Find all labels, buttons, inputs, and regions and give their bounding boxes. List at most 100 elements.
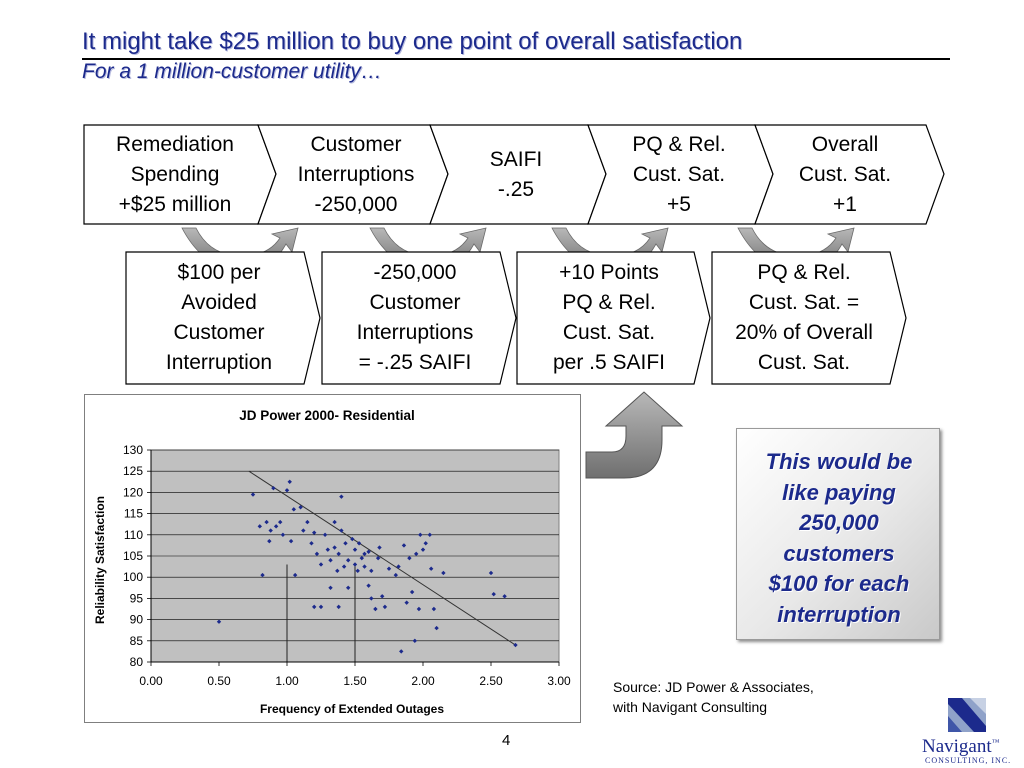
chain-step-pq-satisfaction: PQ & Rel. Cust. Sat. +5	[604, 130, 754, 220]
assumption-line: PQ & Rel.	[757, 261, 851, 284]
chain-step-line: Remediation	[116, 133, 234, 156]
data-point	[332, 545, 337, 550]
chain-step-line: -250,000	[314, 193, 398, 216]
chevron-shape-5	[754, 124, 945, 225]
data-point	[288, 538, 294, 544]
x-tick-label: 0.00	[139, 674, 163, 688]
assumption-line: per .5 SAIFI	[552, 351, 666, 374]
y-tick-label: 90	[130, 613, 144, 627]
logo-tagline: CONSULTING, INC.	[925, 756, 1012, 765]
title-underline	[82, 58, 950, 60]
data-point	[352, 547, 358, 552]
data-point	[375, 555, 381, 561]
x-axis-label: Frequency of Extended Outages	[260, 702, 444, 716]
data-point	[362, 551, 367, 557]
assumption-line: -250,000	[373, 261, 457, 284]
data-point	[416, 606, 422, 612]
assumption-line: Customer	[369, 291, 461, 314]
chain-step-line: Overall	[811, 133, 879, 156]
assumption-interruptions-saifi: -250,000 Customer Interruptions = -.25 S…	[324, 258, 506, 378]
chain-step-line: -.25	[497, 178, 535, 201]
x-tick-label: 3.00	[547, 674, 571, 688]
data-point	[352, 562, 358, 567]
chain-step-line: +5	[667, 193, 691, 216]
chart-title: JD Power 2000- Residential	[239, 408, 415, 423]
data-point	[414, 551, 419, 557]
gridlines	[151, 449, 559, 642]
data-point	[318, 562, 324, 567]
scatter-chart: JD Power 2000- Residential 80 85 90 95 100 10…	[84, 394, 581, 723]
source-line: with Navigant Consulting	[613, 699, 768, 715]
assumption-shape-4	[711, 251, 907, 385]
assumption-saifi-satisfaction: +10 Points PQ & Rel. Cust. Sat. per .5 S…	[518, 258, 700, 378]
data-point	[250, 492, 256, 497]
data-point	[420, 547, 426, 552]
callout-line: interruption	[777, 601, 901, 627]
assumption-line: Interruption	[165, 351, 273, 374]
assumption-line: 20% of Overall	[735, 321, 873, 344]
assumption-cost-per-interruption: $100 per Avoided Customer Interruption	[128, 258, 310, 378]
x-tick-label: 1.00	[275, 674, 299, 688]
callout-line: This would be	[765, 449, 913, 474]
source-note: Source: JD Power & Associates, with Navi…	[613, 677, 814, 717]
data-point	[298, 505, 303, 510]
navigant-logo-icon	[948, 698, 986, 732]
y-tick-label: 130	[123, 443, 143, 457]
callout-line: 250,000	[799, 510, 879, 535]
data-point	[268, 528, 273, 533]
y-tick-label: 115	[124, 507, 143, 521]
data-point	[284, 488, 290, 493]
bent-up-arrow	[585, 391, 684, 479]
data-point	[287, 479, 292, 484]
chain-step-saifi: SAIFI -.25	[446, 145, 586, 205]
data-point	[382, 604, 388, 610]
data-point	[399, 649, 404, 654]
y-tick-label: 80	[130, 655, 144, 669]
chain-step-line: +$25 million	[118, 193, 232, 216]
assumption-line: Cust. Sat. =	[748, 291, 860, 314]
assumption-shape-2	[321, 251, 517, 385]
y-tick-label: 95	[130, 591, 144, 605]
chain-step-line: PQ & Rel.	[632, 133, 726, 156]
assumption-line: +10 Points	[559, 261, 659, 284]
slide-subtitle: For a 1 million-customer utility…	[82, 60, 382, 83]
callout-line: like paying	[782, 479, 896, 505]
x-tick-label: 2.00	[411, 674, 435, 688]
assumption-shape-3	[516, 251, 711, 385]
data-point	[312, 604, 317, 610]
assumption-line: PQ & Rel.	[562, 291, 656, 314]
chain-step-interruptions: Customer Interruptions -250,000	[276, 130, 436, 220]
data-point	[407, 555, 412, 561]
callout-line: $100 for each	[768, 571, 910, 596]
data-point	[271, 485, 276, 491]
assumption-line: Avoided	[181, 291, 257, 314]
data-point	[339, 494, 344, 499]
y-tick-label: 100	[123, 570, 143, 584]
x-tick-label: 1.50	[343, 674, 367, 688]
data-point	[328, 558, 333, 563]
assumption-line: Customer	[173, 321, 265, 344]
assumption-line: = -.25 SAIFI	[358, 351, 472, 374]
chain-step-remediation: Remediation Spending +$25 million	[90, 130, 260, 220]
y-tick-label: 105	[123, 549, 143, 563]
data-point	[301, 528, 306, 533]
callout-box: This would be like paying 250,000 custom…	[736, 428, 940, 640]
assumption-line: Cust. Sat.	[757, 351, 851, 374]
chain-step-line: Interruptions	[297, 163, 415, 186]
data-point	[318, 604, 324, 610]
assumption-overall-weight: PQ & Rel. Cust. Sat. = 20% of Overall Cu…	[712, 258, 896, 378]
y-tick-label: 125	[123, 464, 143, 478]
chain-step-line: +1	[833, 193, 857, 216]
chain-step-line: Cust. Sat.	[632, 163, 726, 186]
y-tick-label: 85	[130, 634, 144, 648]
assumption-line: $100 per	[177, 261, 261, 284]
data-point	[346, 558, 351, 563]
data-point	[336, 604, 341, 610]
callout-line: customers	[783, 540, 895, 566]
x-tick-label: 0.50	[207, 674, 231, 688]
x-tick-label: 2.50	[479, 674, 503, 688]
data-point	[336, 551, 341, 557]
assumption-line: Cust. Sat.	[562, 321, 656, 344]
data-point	[309, 541, 314, 546]
